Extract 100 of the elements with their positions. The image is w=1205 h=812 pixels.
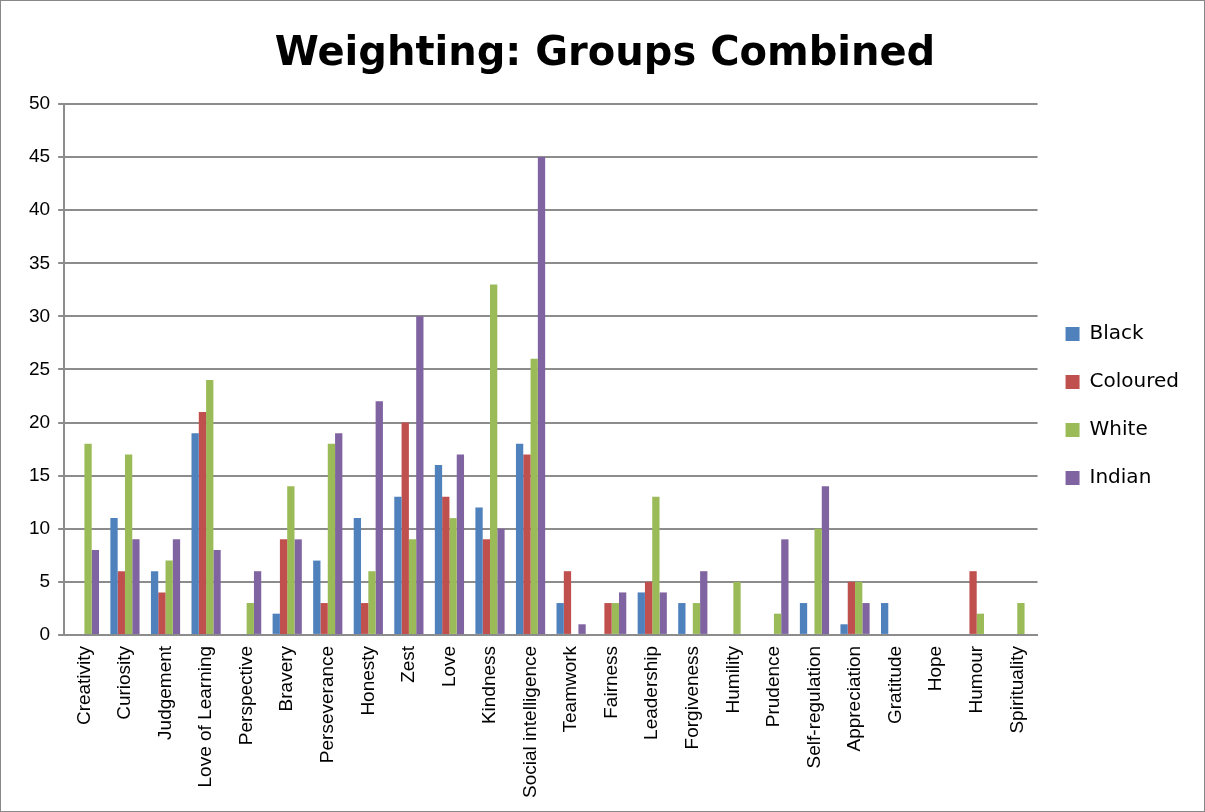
bar [475,507,483,634]
x-tick-label: Perseverance [316,645,337,764]
x-tick-label: Love [437,645,459,688]
bar [733,581,741,634]
bar [294,539,302,634]
bar [327,443,336,634]
bar [165,560,173,634]
bar [781,539,789,634]
bar [91,549,100,634]
bar [862,603,870,634]
x-tick-label: Curiosity [113,645,135,720]
bar [556,603,564,634]
bar [604,603,612,634]
x-tick-label: Kindness [478,645,500,725]
y-tick-label: 35 [28,251,51,273]
x-tick-label: Appreciation [843,645,865,752]
x-tick-label: Bravery [275,645,297,712]
bar [401,422,409,634]
bar [253,571,262,634]
y-tick-label: 25 [28,357,51,379]
bar [490,284,498,634]
bar [700,571,708,634]
legend-label: Black [1089,320,1145,345]
bar [855,581,863,634]
bar [618,592,627,634]
bar [416,316,424,634]
bar [132,539,140,634]
x-tick-label: Hope [924,645,946,692]
bar [537,157,546,634]
x-tick-label: Fairness [599,645,621,719]
bar [659,592,667,634]
bar [773,613,782,634]
x-tick-label: Perspective [234,645,256,746]
bar [840,624,848,634]
bar [124,454,133,634]
bar [150,571,159,634]
bar [523,454,531,634]
bar [353,518,362,634]
x-tick-label: Teamwork [559,645,581,733]
bar [313,560,321,634]
bar [530,358,538,634]
y-tick-label: 45 [28,145,51,167]
bar [84,443,92,634]
bar [482,539,490,634]
y-tick-label: 30 [28,304,51,326]
bar [375,401,383,634]
x-tick-label: Leadership [640,645,662,740]
y-tick-label: 15 [28,463,51,485]
x-tick-label: Prudence [762,645,784,728]
bar [1017,603,1025,634]
x-tick-label: Spirituality [1005,645,1027,734]
bar [368,571,376,634]
legend-label: White [1089,416,1148,441]
bar [191,433,199,634]
chart-title: Weighting: Groups Combined [274,28,936,75]
bar [246,603,254,634]
bar [117,571,125,634]
bar [110,518,118,634]
bar [279,539,288,634]
bar [408,539,417,634]
legend-label: Indian [1089,464,1152,489]
bar [644,581,653,634]
bar [976,613,985,634]
bar [320,603,328,634]
bar [449,518,457,634]
y-tick-label: 50 [28,92,51,114]
x-tick-label: Gratitude [883,645,905,725]
bar [272,613,280,634]
bar [692,603,701,634]
legend-label: Coloured [1089,368,1179,393]
bar [497,528,505,634]
bar [563,571,572,634]
x-tick-label: Self-regulation [802,645,824,769]
x-tick-label: Love of Learning [194,645,216,788]
bar [434,465,443,634]
bar [456,454,465,634]
y-tick-label: 5 [39,570,51,592]
bar [287,486,295,634]
bar [578,624,586,634]
x-tick-label: Humility [721,645,743,714]
bar [158,592,166,634]
y-tick-label: 40 [28,198,51,220]
bar [637,592,645,634]
bar [206,380,214,634]
y-tick-label: 0 [39,623,51,645]
y-tick-label: 10 [28,516,51,538]
bar [172,539,181,634]
x-tick-label: Judgement [153,645,175,740]
y-tick-label: 20 [28,410,51,432]
x-tick-label: Zest [397,645,419,683]
bar [799,603,808,634]
bar [611,603,619,634]
bar [213,549,221,634]
bar [652,496,660,634]
bar [880,603,889,634]
bar [198,411,207,634]
bar [847,581,856,634]
bar [361,603,369,634]
bar [442,496,450,634]
bar [678,603,686,634]
